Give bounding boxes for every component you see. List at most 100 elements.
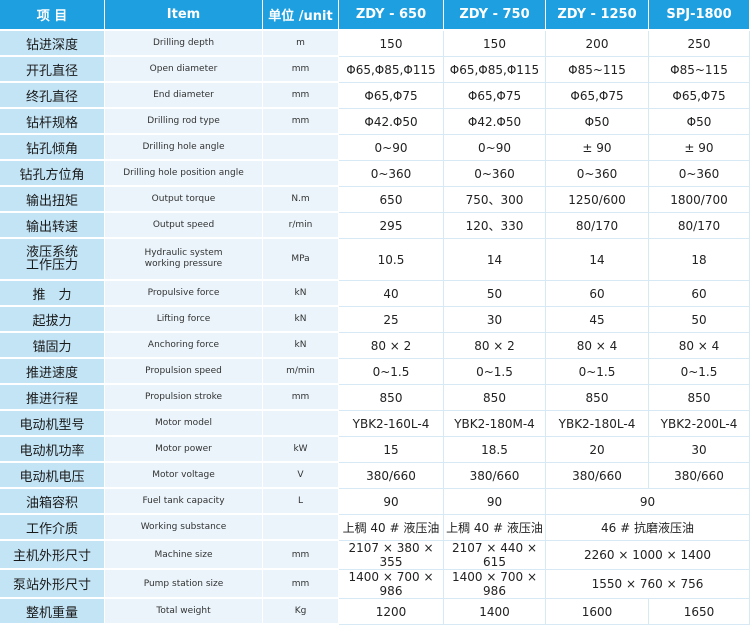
value-cell: 295 — [339, 213, 444, 239]
table-row: 输出转速 Output speed r/min 295 120、330 80/170 80/… — [0, 213, 750, 239]
value-cell: 150 — [339, 31, 444, 57]
row-label-en: Working substance — [105, 515, 263, 541]
row-label-en: Drilling depth — [105, 31, 263, 57]
table-row: 推进行程 Propulsion stroke mm 850 850 850 850 — [0, 385, 750, 411]
value-cell: 80 × 2 — [444, 333, 546, 359]
row-label-zh: 主机外形尺寸 — [0, 541, 105, 570]
row-label-en: Drilling hole angle — [105, 135, 263, 161]
row-label-en: Motor voltage — [105, 463, 263, 489]
table-row: 推 力 Propulsive force kN 40 50 60 60 — [0, 281, 750, 307]
value-cell: 0~90 — [339, 135, 444, 161]
spec-table-body: 钻进深度 Drilling depth m 150 150 200 250 开孔直径 Open … — [0, 31, 750, 625]
value-cell: 380/660 — [339, 463, 444, 489]
row-label-en: Pump station size — [105, 570, 263, 599]
row-label-en: Drilling hole position angle — [105, 161, 263, 187]
table-row: 终孔直径 End diameter mm Φ65,Φ75 Φ65,Φ75 Φ65,Φ75 Φ… — [0, 83, 750, 109]
row-label-en: Drilling rod type — [105, 109, 263, 135]
row-label-zh: 工作介质 — [0, 515, 105, 541]
value-cell: 0~90 — [444, 135, 546, 161]
row-unit: m — [263, 31, 339, 57]
value-cell: 120、330 — [444, 213, 546, 239]
row-unit: mm — [263, 541, 339, 570]
row-unit: mm — [263, 570, 339, 599]
row-label-zh: 钻进深度 — [0, 31, 105, 57]
value-cell: 15 — [339, 437, 444, 463]
table-row: 电动机电压 Motor voltage V 380/660 380/660 380/660… — [0, 463, 750, 489]
value-cell: 850 — [649, 385, 750, 411]
row-unit: V — [263, 463, 339, 489]
table-row: 电动机型号 Motor model YBK2-160L-4 YBK2-180M-4 YB… — [0, 411, 750, 437]
row-label-zh: 钻孔倾角 — [0, 135, 105, 161]
row-label-zh: 锚固力 — [0, 333, 105, 359]
row-label-zh: 推进速度 — [0, 359, 105, 385]
table-row: 起拔力 Lifting force kN 25 30 45 50 — [0, 307, 750, 333]
header-unit: 单位 /unit — [263, 0, 339, 31]
value-cell: 1800/700 — [649, 187, 750, 213]
row-label-en: Motor model — [105, 411, 263, 437]
row-unit — [263, 161, 339, 187]
row-label-en: Output speed — [105, 213, 263, 239]
value-cell: 0~1.5 — [444, 359, 546, 385]
value-cell: 0~360 — [546, 161, 649, 187]
value-cell: Φ65,Φ85,Φ115 — [339, 57, 444, 83]
row-label-zh: 输出转速 — [0, 213, 105, 239]
value-cell: 1200 — [339, 599, 444, 625]
row-unit: MPa — [263, 239, 339, 281]
table-row: 钻进深度 Drilling depth m 150 150 200 250 — [0, 31, 750, 57]
row-unit: mm — [263, 109, 339, 135]
row-unit: mm — [263, 385, 339, 411]
value-cell: 80/170 — [546, 213, 649, 239]
value-cell: ± 90 — [649, 135, 750, 161]
value-cell: 90 — [444, 489, 546, 515]
row-label-zh: 钻杆规格 — [0, 109, 105, 135]
value-cell: Φ65,Φ75 — [546, 83, 649, 109]
row-label-zh-line: 液压系统 — [25, 245, 78, 260]
row-label-en: Hydraulic system working pressure — [105, 239, 263, 281]
value-cell: 0~1.5 — [649, 359, 750, 385]
value-cell: 60 — [649, 281, 750, 307]
value-cell: 1250/600 — [546, 187, 649, 213]
value-cell: 上稠 40 # 液压油 — [444, 515, 546, 541]
row-label-zh: 开孔直径 — [0, 57, 105, 83]
table-row: 油箱容积 Fuel tank capacity L 90 90 90 — [0, 489, 750, 515]
header-model-2: ZDY - 750 — [444, 0, 546, 31]
value-cell: 18.5 — [444, 437, 546, 463]
value-cell: Φ65,Φ75 — [444, 83, 546, 109]
row-label-en: Open diameter — [105, 57, 263, 83]
table-row: 泵站外形尺寸 Pump station size mm 1400 × 700 × 98… — [0, 570, 750, 599]
value-cell: 850 — [444, 385, 546, 411]
value-cell: 250 — [649, 31, 750, 57]
row-label-zh-line: 工作压力 — [25, 258, 78, 273]
value-cell: 1400 — [444, 599, 546, 625]
value-cell: 0~1.5 — [339, 359, 444, 385]
header-model-3: ZDY - 1250 — [546, 0, 649, 31]
value-cell: Φ65,Φ75 — [649, 83, 750, 109]
row-unit: kN — [263, 307, 339, 333]
value-cell: 0~360 — [649, 161, 750, 187]
value-cell: 0~360 — [339, 161, 444, 187]
value-cell: 1400 × 700 × 986 — [339, 570, 444, 599]
row-label-zh: 油箱容积 — [0, 489, 105, 515]
row-unit: L — [263, 489, 339, 515]
value-cell: 850 — [339, 385, 444, 411]
value-cell: 2107 × 380 × 355 — [339, 541, 444, 570]
row-unit: m/min — [263, 359, 339, 385]
table-row: 主机外形尺寸 Machine size mm 2107 × 380 × 355 2107… — [0, 541, 750, 570]
row-label-en: Propulsive force — [105, 281, 263, 307]
value-cell: 80 × 4 — [546, 333, 649, 359]
row-label-zh: 终孔直径 — [0, 83, 105, 109]
value-cell: YBK2-180M-4 — [444, 411, 546, 437]
value-cell: Φ50 — [649, 109, 750, 135]
value-cell: 1650 — [649, 599, 750, 625]
header-item: Item — [105, 0, 263, 31]
value-cell: ± 90 — [546, 135, 649, 161]
row-label-zh: 电动机型号 — [0, 411, 105, 437]
row-label-en: Propulsion speed — [105, 359, 263, 385]
table-row: 输出扭矩 Output torque N.m 650 750、300 1250/600 18… — [0, 187, 750, 213]
row-label-en: Lifting force — [105, 307, 263, 333]
header-model-1: ZDY - 650 — [339, 0, 444, 31]
table-row: 整机重量 Total weight Kg 1200 1400 1600 1650 — [0, 599, 750, 625]
value-cell: YBK2-160L-4 — [339, 411, 444, 437]
value-cell: YBK2-200L-4 — [649, 411, 750, 437]
value-cell: 18 — [649, 239, 750, 281]
